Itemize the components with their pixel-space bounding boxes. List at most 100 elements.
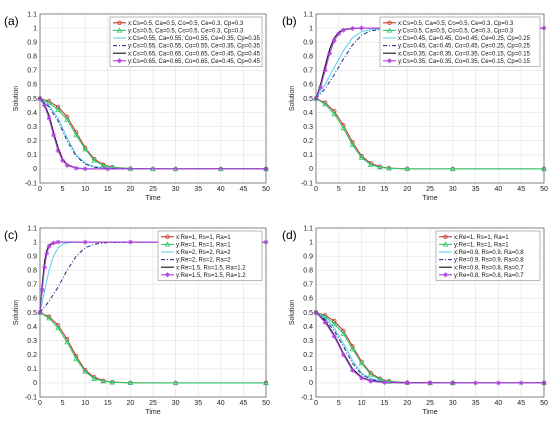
x-tick-label: 45 (240, 400, 248, 407)
y-tick-label: 1 (33, 239, 37, 246)
data-point (100, 162, 107, 168)
legend-marker (387, 58, 392, 64)
y-tick-label: -0.1 (301, 394, 313, 401)
y-tick-label: 0 (309, 166, 313, 173)
data-point (327, 51, 333, 56)
x-tick-label: 25 (149, 186, 157, 193)
data-point (51, 132, 56, 138)
data-point (427, 380, 433, 386)
legend-marker (442, 241, 449, 247)
legend: x:Cs=0.5, Ca=0.5, Co=0.5, Ce=0.3, Cp=0.3… (379, 16, 541, 67)
data-point (332, 318, 337, 324)
series-line (313, 310, 547, 386)
y-tick-label: 0.6 (303, 82, 313, 89)
legend-entry: y:Re=2, Rs=2, Ra=2 (176, 258, 231, 264)
x-tick-label: 50 (540, 400, 548, 407)
x-tick-label: 45 (240, 186, 248, 193)
data-point (55, 322, 61, 328)
data-point (349, 346, 356, 352)
legend-entry: y:Re=0.9, Rs=0.9, Ra=0.8 (454, 258, 524, 264)
y-tick-label: 1 (309, 25, 313, 32)
x-tick-label: 20 (127, 400, 135, 407)
legend: x:Cs=0.5, Ca=0.5, Co=0.5, Ce=0.3, Cp=0.3… (109, 16, 263, 67)
data-point (127, 379, 134, 385)
y-tick-label: 0.9 (27, 39, 37, 46)
data-point (55, 104, 61, 110)
y-tick-label: 0.1 (303, 152, 313, 159)
x-tick-label: 30 (449, 400, 457, 407)
data-point (46, 115, 52, 121)
data-point (64, 116, 70, 122)
y-tick-label: 0.4 (303, 324, 313, 331)
x-tick-label: 45 (517, 186, 525, 193)
data-point (64, 162, 70, 168)
y-tick-label: 0 (33, 166, 37, 173)
y-tick-label: -0.1 (25, 180, 37, 187)
data-point (82, 239, 88, 245)
legend-box (435, 230, 541, 281)
y-tick-label: 0.8 (27, 54, 37, 61)
data-point (340, 125, 347, 131)
data-point (367, 161, 374, 167)
y-tick-label: 0.7 (27, 68, 37, 75)
y-tick-label: 0.9 (27, 253, 37, 260)
y-tick-label: 0.7 (27, 282, 37, 289)
data-point (91, 157, 98, 163)
panel-label: (a) (4, 14, 19, 28)
data-point (322, 101, 328, 107)
x-axis-label: Time (145, 195, 160, 202)
legend-entry: y:Re=1, Rs=1, Ra=1 (454, 243, 509, 249)
data-point (473, 380, 478, 386)
x-tick-label: 30 (172, 186, 180, 193)
legend-entry: x:Cs=0.55, Ca=0.55, Co=0.55, Ce=0.35, Cp… (128, 36, 261, 42)
x-tick-label: 20 (403, 400, 411, 407)
y-tick-label: 0.1 (303, 366, 313, 373)
series-path (315, 312, 544, 384)
y-tick-label: 1.1 (27, 11, 37, 18)
y-tick-label: 0.2 (27, 138, 37, 145)
x-tick-label: 20 (403, 186, 411, 193)
x-tick-label: 15 (104, 400, 112, 407)
data-point (44, 250, 50, 256)
y-tick-label: 0.1 (27, 366, 37, 373)
data-point (55, 324, 61, 331)
y-tick-label: 0.1 (27, 152, 37, 159)
y-tick-label: 0.2 (303, 352, 313, 359)
x-tick-label: 25 (426, 400, 434, 407)
data-point (318, 84, 323, 90)
legend-entry: y:Cs=0.45, Ca=0.45, Co=0.45, Ce=0.25, Cp… (398, 44, 531, 50)
y-tick-label: 1.1 (303, 11, 313, 18)
data-point (404, 380, 410, 386)
legend-marker (164, 241, 171, 247)
data-point (359, 375, 364, 381)
legend-marker (116, 27, 123, 33)
y-axis-label: Solution (289, 300, 296, 325)
y-tick-label: 0.6 (303, 296, 313, 303)
y-tick-label: 0.6 (27, 296, 37, 303)
data-point (60, 158, 65, 163)
x-tick-label: 30 (449, 186, 457, 193)
data-point (64, 114, 70, 120)
y-tick-label: 1.1 (303, 225, 313, 232)
series-path (39, 312, 266, 384)
x-tick-label: 0 (314, 400, 318, 407)
y-tick-label: 0.4 (27, 324, 37, 331)
x-axis-label: Time (145, 409, 160, 416)
y-tick-label: -0.1 (25, 394, 37, 401)
data-point (42, 265, 47, 270)
x-tick-label: 40 (495, 186, 503, 193)
y-tick-label: 1 (309, 239, 313, 246)
y-tick-label: 0.8 (303, 54, 313, 61)
data-point (449, 165, 456, 172)
x-axis-label: Time (422, 195, 437, 202)
legend-marker (386, 27, 393, 33)
y-tick-label: 0.2 (303, 138, 313, 145)
legend-entry: y:Cs=0.5, Ca=0.5, Co=0.5, Ce=0.3, Cp=0.3 (398, 29, 514, 35)
y-tick-label: 0.4 (27, 110, 37, 117)
legend-entry: y:Cs=0.55, Ca=0.55, Co=0.55, Ce=0.35, Cp… (128, 44, 261, 50)
data-point (331, 38, 337, 44)
legend-box (157, 230, 263, 281)
y-tick-label: -0.1 (301, 180, 313, 187)
data-point (367, 371, 374, 377)
data-point (404, 165, 411, 171)
